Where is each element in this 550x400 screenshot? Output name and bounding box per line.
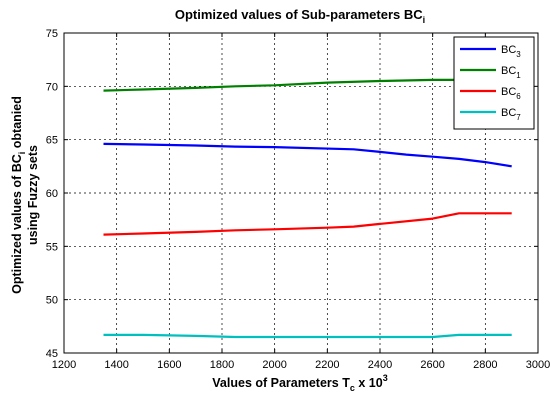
x-axis-label-superscript: 3 bbox=[383, 373, 388, 383]
x-tick-label: 1600 bbox=[157, 359, 181, 371]
y-tick-label: 45 bbox=[46, 348, 58, 360]
y-axis-label: Optimized values of BCi obtanied using F… bbox=[10, 96, 40, 294]
legend-label: BC6 bbox=[501, 86, 521, 101]
x-tick-label: 2200 bbox=[315, 359, 339, 371]
y-axis-label-line-2: using Fuzzy sets bbox=[26, 145, 40, 245]
chart-title-subscript: i bbox=[423, 15, 426, 25]
y-tick-label: 65 bbox=[46, 135, 58, 147]
legend: BC3 BC1 BC6 BC7 bbox=[453, 36, 535, 130]
y-axis-label-line-1: Optimized values of BCi obtanied bbox=[10, 96, 27, 294]
y-axis-label-subscript: i bbox=[17, 152, 27, 155]
x-tick-label: 1400 bbox=[104, 359, 128, 371]
series-layer bbox=[103, 78, 512, 339]
y-tick-label: 55 bbox=[46, 241, 58, 253]
series-line-bc1 bbox=[103, 78, 512, 92]
x-tick-label: 2000 bbox=[262, 359, 286, 371]
y-axis-ticks: 45 50 55 60 65 70 75 bbox=[46, 28, 538, 360]
legend-label: BC1 bbox=[501, 65, 521, 80]
x-tick-label: 2400 bbox=[368, 359, 392, 371]
x-axis-ticks: 1200 1400 1600 1800 2000 2200 2400 2600 2800 3000 bbox=[52, 33, 550, 371]
legend-label: BC7 bbox=[501, 107, 521, 122]
y-tick-label: 70 bbox=[46, 81, 58, 93]
x-axis-label: Values of Parameters Tc x 103 bbox=[212, 373, 387, 393]
x-tick-label: 3000 bbox=[526, 359, 550, 371]
x-tick-label: 1200 bbox=[52, 359, 76, 371]
x-tick-label: 2800 bbox=[473, 359, 497, 371]
y-tick-label: 60 bbox=[46, 188, 58, 200]
y-tick-label: 50 bbox=[46, 295, 58, 307]
x-tick-label: 1800 bbox=[210, 359, 234, 371]
chart-title: Optimized values of Sub-parameters BCi bbox=[175, 7, 425, 25]
series-line-bc6 bbox=[103, 212, 512, 236]
y-tick-label: 75 bbox=[46, 28, 58, 40]
legend-box bbox=[453, 36, 535, 130]
series-line-bc3 bbox=[103, 142, 512, 168]
x-axis-label-subscript: c bbox=[350, 383, 355, 393]
series-line-bc7 bbox=[103, 333, 512, 339]
x-tick-label: 2600 bbox=[420, 359, 444, 371]
legend-label: BC3 bbox=[501, 44, 521, 59]
